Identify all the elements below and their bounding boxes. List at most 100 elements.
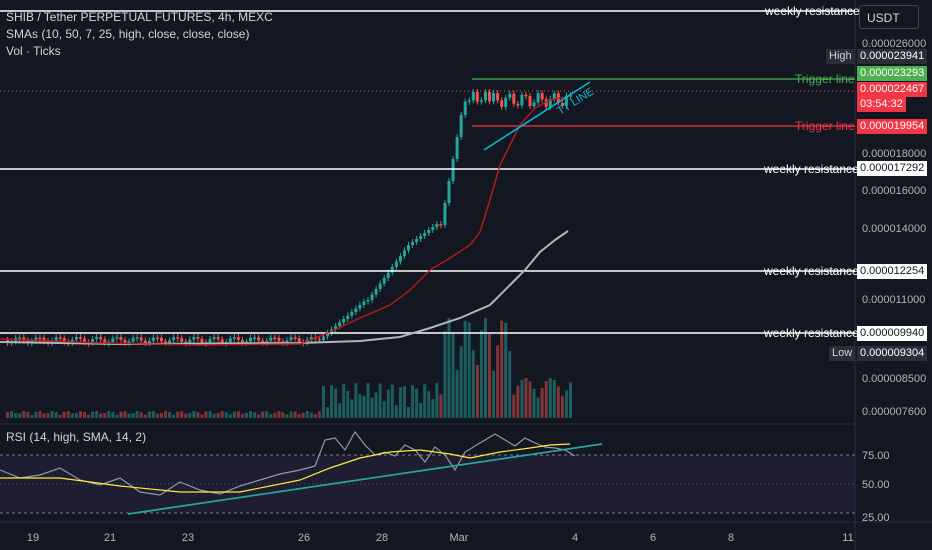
volume-bar [224,412,228,418]
volume-bar [544,380,548,418]
volume-bar [411,385,415,418]
sma-legend[interactable]: SMAs (10, 50, 7, 25, high, close, close,… [6,27,250,41]
volume-bar [483,318,487,418]
volume-bar [123,411,127,418]
volume-bar [192,411,196,418]
volume-bar [119,411,123,418]
volume-bar [492,370,496,418]
candle-body [560,102,564,106]
volume-bar [313,414,317,418]
candle-body [564,95,568,106]
volume-legend[interactable]: Vol · Ticks [6,44,61,58]
weekly-resistance-label-1: weekly resistance [765,4,860,18]
volume-bar [115,414,119,418]
candle-body [123,340,127,343]
volume-bar [374,392,378,418]
trigger-bottom-price-tag: 0.000019954 [857,119,928,134]
volume-bar [516,385,520,418]
volume-bar [127,413,131,418]
volume-bar [386,389,390,418]
volume-bar [459,346,463,418]
weekly-resistance-label-4: weekly resistance [764,326,859,340]
candle-body [216,337,220,340]
candle-body [447,181,451,203]
candle-body [500,100,504,107]
candle-body [159,337,163,342]
volume-bar [471,350,475,418]
candle-body [346,315,350,319]
volume-bar [297,413,301,418]
candle-body [289,337,293,341]
candle-body [293,337,297,339]
candle-body [540,93,544,100]
volume-bar [78,411,82,418]
candle-body [415,239,419,242]
candle-body [362,301,366,305]
candle-body [471,92,475,101]
volume-bar [326,407,329,418]
volume-bar [556,386,560,418]
countdown-tag: 03:54:32 [857,97,906,112]
candle-body [366,300,370,302]
volume-bar [443,330,447,418]
volume-bar [447,318,451,418]
chart-title[interactable]: SHIB / Tether PERPETUAL FUTURES, 4h, MEX… [6,10,273,24]
time-tick-label: Mar [450,532,469,544]
volume-bar [407,406,410,418]
sma-slow-line [0,230,569,346]
candle-body [528,95,532,107]
volume-bar [435,383,439,418]
volume-bar [390,384,394,418]
currency-button[interactable]: USDT [859,5,919,29]
tt-trend-line[interactable] [483,81,591,151]
time-tick-label: 19 [27,532,39,544]
candle-body [83,338,86,343]
volume-bar [74,413,78,418]
volume-bar [528,381,532,418]
candle-body [54,337,58,341]
volume-bar [398,387,402,418]
volume-bar [111,412,115,418]
volume-bar [402,386,406,418]
candle-body [544,99,548,107]
volume-bar [200,414,204,418]
candle-body [390,267,394,273]
candle-body [168,340,172,343]
candle-body [512,93,516,104]
candle-body [78,337,82,339]
rsi-sma-line [0,443,571,493]
candle-body [196,337,200,339]
weekly-resistance-price-tag-4: 0.000009940 [857,326,928,341]
candle-body [411,242,415,245]
volume-bar [204,411,208,418]
rsi-trend-line[interactable] [127,443,603,515]
candle-body [382,278,386,284]
rsi-legend[interactable]: RSI (14, high, SMA, 14, 2) [6,430,147,444]
volume-bar [548,378,552,418]
time-tick-label: 28 [376,532,388,544]
volume-bar [87,414,91,418]
volume-bar [321,386,325,418]
volume-bar [236,411,240,418]
volume-bar [159,412,163,418]
volume-bar [70,413,74,418]
volume-bar [164,411,167,418]
candle-body [350,312,354,316]
candle-body [297,338,301,342]
volume-bar [338,403,342,418]
volume-bar [14,413,18,418]
volume-bar [269,413,273,418]
time-tick-label: 23 [182,532,194,544]
candle-body [467,100,471,102]
low-value-tag: 0.000009304 [857,346,928,361]
candle-body [139,337,143,341]
volume-bar [455,369,459,418]
candle-body [419,236,423,239]
volume-bar [42,413,46,418]
volume-bar [95,411,99,418]
candle-body [176,337,180,339]
candle-body [524,94,528,97]
volume-bar [34,411,38,418]
candle-body [374,289,378,295]
